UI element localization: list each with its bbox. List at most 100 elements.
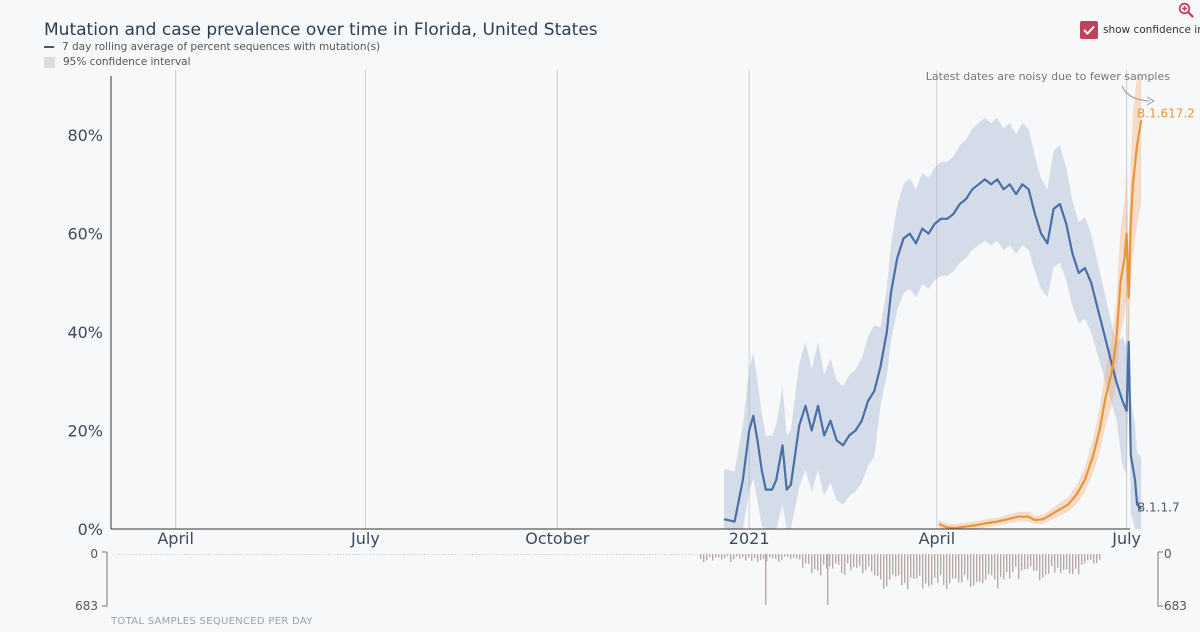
sample-bar — [895, 554, 897, 577]
sample-bar — [1009, 554, 1011, 579]
sample-bar — [697, 554, 699, 555]
sample-bar — [160, 554, 162, 555]
sample-bar — [955, 554, 957, 579]
sample-bar — [790, 554, 792, 560]
sample-bar — [187, 554, 189, 555]
sample-bar — [934, 554, 936, 578]
sample-bar — [466, 554, 468, 555]
sample-bar — [289, 554, 291, 555]
sample-bar — [736, 554, 738, 557]
sample-bar — [943, 554, 945, 585]
legend-line-entry: 7 day rolling average of percent sequenc… — [44, 41, 380, 53]
sample-bar — [373, 554, 375, 555]
sample-bar — [646, 554, 648, 555]
sample-bar — [925, 554, 927, 584]
sample-bar — [205, 554, 207, 555]
sample-bar — [1075, 554, 1077, 569]
sample-bar — [991, 554, 993, 576]
sample-bar — [805, 554, 807, 564]
sample-bar — [520, 554, 522, 555]
legend-ci-entry: 95% confidence interval — [44, 56, 191, 68]
legend-line-label: 7 day rolling average of percent sequenc… — [62, 41, 381, 53]
sample-bar — [1084, 554, 1086, 564]
sample-bar — [964, 554, 966, 576]
sample-bar — [154, 554, 156, 555]
sample-bar — [328, 554, 330, 555]
sample-bar — [166, 554, 168, 555]
sample-bar — [1015, 554, 1017, 567]
sample-bar — [1030, 554, 1032, 567]
sample-bar — [1072, 554, 1074, 575]
tick-labels: April July October 2021 April July 0% 20% 40% 60%… — [67, 126, 1141, 548]
sample-bar — [121, 554, 123, 555]
sample-bar — [880, 554, 882, 580]
sample-bar — [337, 554, 339, 555]
sample-bar — [1090, 554, 1092, 560]
sample-bar — [976, 554, 978, 582]
sample-bar — [598, 554, 600, 555]
sample-bar — [472, 554, 474, 555]
sample-bar — [883, 554, 885, 589]
sample-bar — [487, 554, 489, 555]
x-tick-label: October — [525, 529, 589, 548]
sample-bar — [877, 554, 879, 577]
ci-toggle-label: show confidence interval — [1103, 24, 1200, 36]
sample-bar — [835, 554, 837, 564]
ci-band-B.1.1.7 — [724, 117, 1142, 530]
sample-bar — [340, 554, 342, 555]
sample-bar — [733, 554, 735, 560]
sample-bar — [763, 554, 765, 559]
sample-bar — [541, 554, 543, 555]
sample-bar — [358, 554, 360, 555]
sample-bar — [739, 554, 741, 559]
sample-bar — [817, 554, 819, 571]
sample-bar — [1021, 554, 1023, 571]
sample-bar — [916, 554, 918, 579]
sample-bar — [175, 554, 177, 555]
sample-bar — [394, 554, 396, 555]
ci-checkbox[interactable] — [1080, 21, 1098, 39]
sample-bar — [655, 554, 657, 555]
sample-bar — [838, 554, 840, 565]
sample-bar — [439, 554, 441, 555]
sample-bar — [856, 554, 858, 568]
sample-bar — [559, 554, 561, 555]
sample-bar — [553, 554, 555, 555]
sample-bar — [667, 554, 669, 555]
sample-bar — [424, 554, 426, 555]
sample-bar — [715, 554, 717, 558]
sample-bar — [664, 554, 666, 555]
sample-bar — [949, 554, 951, 584]
sample-bar — [898, 554, 900, 576]
sample-bar — [724, 554, 726, 559]
sample-bar — [241, 554, 243, 555]
sample-bar — [709, 554, 711, 558]
series-line-B.1.1.7 — [723, 178, 1143, 523]
sample-bar — [637, 554, 639, 555]
sample-bar — [919, 554, 921, 576]
sample-bar — [859, 554, 861, 567]
annotation-arrow-head — [1146, 96, 1156, 106]
sample-bar — [304, 554, 306, 555]
sample-bar — [787, 554, 789, 558]
sample-bar — [364, 554, 366, 555]
sample-bar — [901, 554, 903, 586]
sample-bar — [1078, 554, 1080, 575]
zoom-in-icon[interactable] — [1178, 2, 1194, 18]
sample-bar — [988, 554, 990, 575]
sample-bar — [853, 554, 855, 567]
axes — [110, 76, 1130, 530]
sample-bar — [907, 554, 909, 590]
sample-bar — [862, 554, 864, 574]
sample-bar — [421, 554, 423, 555]
sample-bar — [193, 554, 195, 555]
sample-bar — [748, 554, 750, 558]
sample-bar — [442, 554, 444, 555]
sample-bar — [298, 554, 300, 555]
sample-bar — [346, 554, 348, 555]
sample-bar — [544, 554, 546, 555]
x-tick-label: July — [350, 529, 380, 548]
confidence-interval-toggle[interactable]: show confidence interval — [1080, 21, 1200, 39]
sample-bar — [886, 554, 888, 587]
sample-bar — [565, 554, 567, 555]
